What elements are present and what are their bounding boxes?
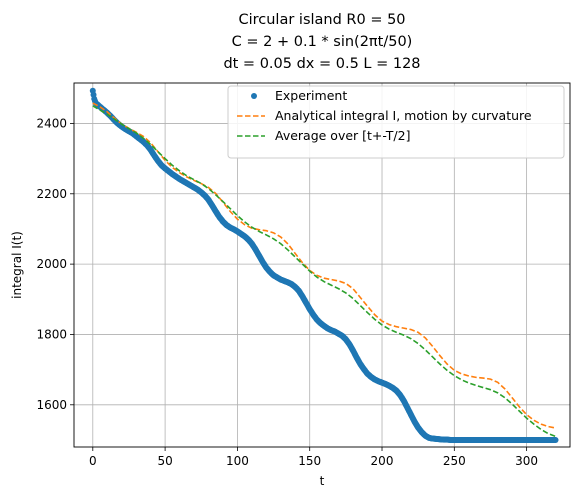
chart-title: Circular island R0 = 50 C = 2 + 0.1 * si… <box>223 12 420 72</box>
x-tick-label: 150 <box>298 454 321 468</box>
legend-marker-experiment <box>251 93 257 99</box>
experiment-point <box>553 437 559 443</box>
y-axis-label: integral I(t) <box>10 231 24 299</box>
x-tick-label: 100 <box>226 454 249 468</box>
y-tick-label: 2400 <box>36 116 67 130</box>
legend-label-average: Average over [t+-T/2] <box>275 128 410 143</box>
x-axis-label: t <box>320 474 325 488</box>
y-tick-label: 1600 <box>36 398 67 412</box>
x-tick-label: 250 <box>443 454 466 468</box>
x-tick-label: 50 <box>157 454 172 468</box>
x-tick-label: 300 <box>515 454 538 468</box>
title-line-2: C = 2 + 0.1 * sin(2πt/50) <box>232 34 413 50</box>
x-axis-ticks: 0 50 100 150 200 250 300 <box>89 447 538 468</box>
y-tick-label: 2200 <box>36 187 67 201</box>
y-axis-ticks: 1600 1800 2000 2200 2400 <box>36 116 74 411</box>
legend-label-analytical: Analytical integral I, motion by curvatu… <box>275 108 532 123</box>
title-line-3: dt = 0.05 dx = 0.5 L = 128 <box>223 56 420 72</box>
legend-label-experiment: Experiment <box>275 88 347 103</box>
legend: Experiment Analytical integral I, motion… <box>228 86 564 158</box>
y-tick-label: 1800 <box>36 327 67 341</box>
x-tick-label: 200 <box>371 454 394 468</box>
title-line-1: Circular island R0 = 50 <box>238 12 405 28</box>
y-tick-label: 2000 <box>36 257 67 271</box>
x-tick-label: 0 <box>89 454 97 468</box>
